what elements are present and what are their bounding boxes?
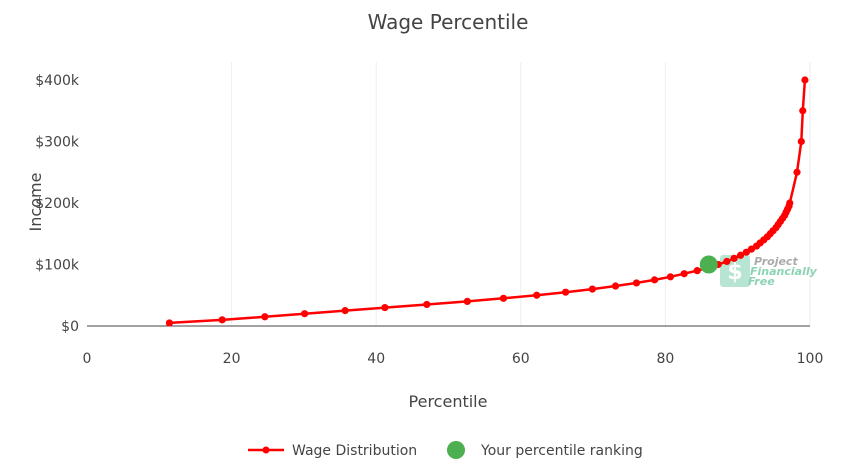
wage-distribution-point[interactable] xyxy=(611,282,620,290)
legend-item-wage-distribution[interactable]: Wage Distribution xyxy=(248,443,417,459)
y-axis-ticks: $0 $100k $200k $300k $400k xyxy=(35,73,80,335)
wage-distribution-point[interactable] xyxy=(797,137,805,146)
x-tick-label: 60 xyxy=(512,351,530,367)
wage-distribution-point[interactable] xyxy=(736,251,745,259)
x-tick-label: 100 xyxy=(797,351,824,367)
wage-distribution-point[interactable] xyxy=(218,316,226,324)
watermark-line-3: Free xyxy=(748,275,775,288)
wage-distribution-point[interactable] xyxy=(730,254,738,262)
your-percentile-point[interactable] xyxy=(699,255,718,274)
series-lines xyxy=(169,79,807,325)
watermark-line-2: Financially xyxy=(750,265,818,278)
series-points xyxy=(165,76,809,327)
wage-distribution-point[interactable] xyxy=(463,297,471,305)
wage-distribution-point[interactable] xyxy=(723,257,731,266)
watermark-line-1: Project xyxy=(754,255,798,268)
y-tick-label: $400k xyxy=(35,73,80,89)
y-tick-label: $0 xyxy=(61,319,79,335)
wage-distribution-point[interactable] xyxy=(793,168,801,176)
wage-distribution-point[interactable] xyxy=(499,294,508,302)
wage-distribution-line xyxy=(169,79,807,325)
y-tick-label: $200k xyxy=(35,196,80,212)
wage-distribution-point[interactable] xyxy=(301,310,309,318)
wage-distribution-point[interactable] xyxy=(693,267,701,275)
legend[interactable]: Wage Distribution Your percentile rankin… xyxy=(248,441,643,459)
wage-distribution-point[interactable] xyxy=(165,319,174,327)
x-tick-label: 40 xyxy=(367,351,385,367)
wage-distribution-point[interactable] xyxy=(632,279,641,287)
x-tick-label: 0 xyxy=(83,351,92,367)
y-axis-title: Income xyxy=(26,173,45,232)
chart-title: Wage Percentile xyxy=(368,10,529,34)
legend-label-your-percentile: Your percentile ranking xyxy=(480,443,643,459)
wage-distribution-point[interactable] xyxy=(423,300,431,309)
wage-distribution-point[interactable] xyxy=(801,76,809,84)
wage-distribution-point[interactable] xyxy=(786,199,794,207)
wage-distribution-point[interactable] xyxy=(562,288,570,296)
x-tick-label: 80 xyxy=(656,351,674,367)
y-tick-label: $100k xyxy=(35,258,80,274)
x-axis-ticks: 0 20 40 60 80 100 xyxy=(83,351,824,367)
legend-item-your-percentile[interactable]: Your percentile ranking xyxy=(447,441,643,459)
legend-label-wage-distribution: Wage Distribution xyxy=(292,443,417,459)
wage-distribution-point[interactable] xyxy=(261,313,269,321)
legend-marker-swatch xyxy=(262,446,270,454)
y-tick-label: $300k xyxy=(35,135,80,151)
wage-distribution-point[interactable] xyxy=(533,291,541,299)
wage-distribution-point[interactable] xyxy=(341,307,349,315)
legend-dot-swatch xyxy=(447,441,465,459)
x-tick-label: 20 xyxy=(223,351,241,367)
gridlines xyxy=(231,62,811,326)
x-axis-title: Percentile xyxy=(409,392,488,411)
wage-distribution-point[interactable] xyxy=(650,276,659,284)
wage-distribution-point[interactable] xyxy=(799,107,807,115)
wage-distribution-point[interactable] xyxy=(666,273,675,281)
wage-distribution-point[interactable] xyxy=(588,285,596,293)
svg-text:$: $ xyxy=(727,260,742,285)
wage-distribution-point[interactable] xyxy=(680,270,688,278)
wage-distribution-point[interactable] xyxy=(381,303,389,312)
